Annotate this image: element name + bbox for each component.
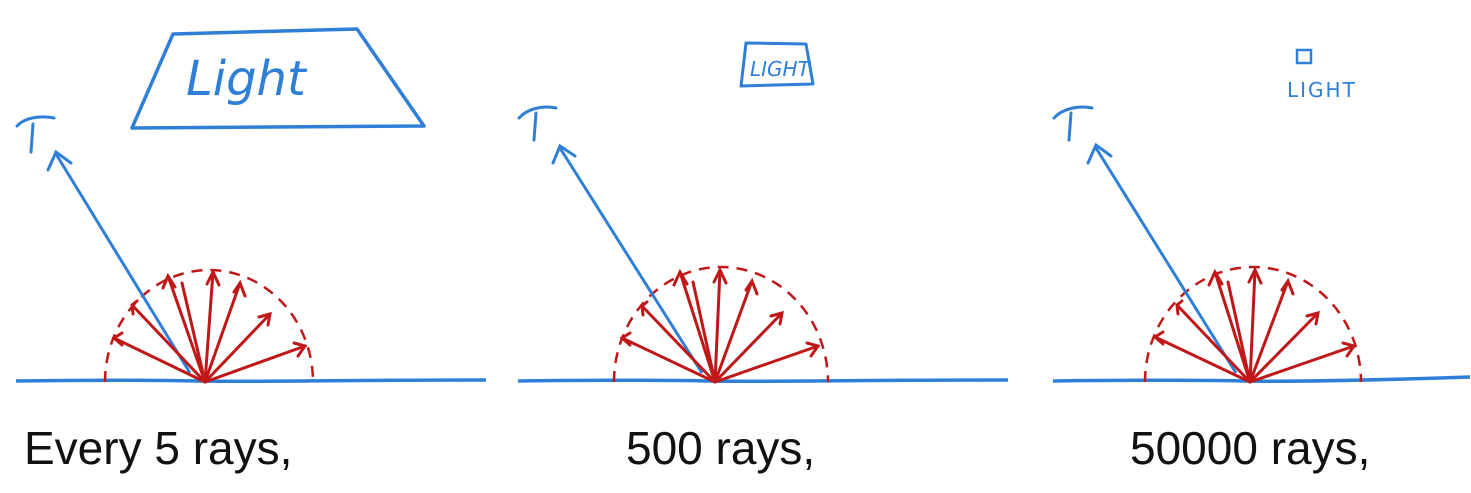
sample-rays (619, 266, 821, 384)
sampling-hemisphere (1143, 265, 1363, 383)
surface-line (15, 378, 487, 384)
eye-icon (517, 105, 558, 142)
view-ray (1086, 142, 1238, 374)
panel-2: LIGHT (517, 41, 1009, 384)
light-source-icon: LIGHT (1287, 48, 1357, 102)
panel-3: LIGHT (1052, 48, 1471, 384)
light-label: LIGHT (1287, 78, 1357, 102)
light-source-icon: Light (130, 27, 426, 130)
sampling-hemisphere (103, 268, 315, 383)
eye-icon (15, 115, 56, 154)
panel-2-caption: 500 rays, (626, 422, 816, 474)
sample-rays (1152, 266, 1357, 384)
light-label: LIGHT (750, 57, 812, 81)
panel-3-caption: 50000 rays, (1130, 422, 1371, 474)
panel-1: Light (15, 27, 487, 384)
sample-rays (111, 268, 308, 384)
eye-icon (1052, 105, 1094, 142)
panel-1-caption: Every 5 rays, (24, 422, 293, 474)
light-label: Light (186, 51, 308, 107)
light-source-icon: LIGHT (739, 41, 815, 88)
view-ray (46, 149, 192, 374)
sampling-hemisphere (612, 265, 830, 383)
surface-line (517, 378, 1009, 384)
view-ray (551, 143, 704, 374)
